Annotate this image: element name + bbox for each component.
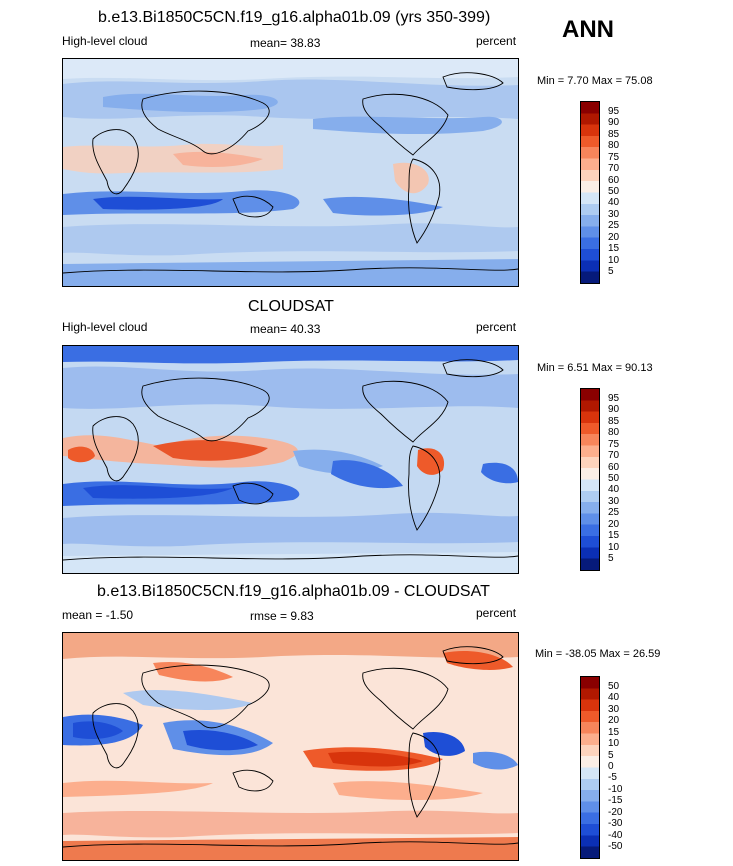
panel3-map — [62, 632, 519, 861]
panel2-colorbar — [580, 388, 600, 571]
panel3-legend-label: -50 — [608, 841, 623, 852]
panel1-title: b.e13.Bi1850C5CN.f19_g16.alpha01b.09 (yr… — [98, 9, 491, 26]
panel2-legend-label: 80 — [608, 427, 620, 438]
panel1-legend-label: 85 — [608, 129, 620, 140]
panel2-legend-label: 5 — [608, 553, 614, 564]
panel2-variable-label: High-level cloud — [62, 320, 148, 334]
panel2-arctic-band — [63, 346, 518, 364]
panel2-coastlines — [63, 359, 518, 561]
panel3-units-label: percent — [476, 606, 517, 620]
panel1-arctic-band — [63, 59, 518, 81]
panel1-legend-label: 25 — [608, 220, 620, 231]
panel2-legend-label: 30 — [608, 496, 620, 507]
panel3-legend-label: 10 — [608, 738, 620, 749]
panel3-legend: 50 40 30 20 15 10 5 0 -5 -10 -15 -20 -30… — [580, 676, 640, 859]
panel2-legend-label: 50 — [608, 473, 620, 484]
panel3-colorbar — [580, 676, 600, 859]
panel2-legend-label: 25 — [608, 507, 620, 518]
panel1-legend: 95 90 85 80 75 70 60 50 40 30 25 20 15 1… — [580, 101, 640, 284]
panel1-coastlines — [63, 72, 518, 274]
panel1-variable-label: High-level cloud — [62, 34, 148, 48]
panel3-legend-label: -10 — [608, 784, 623, 795]
panel3-arctic-band — [63, 633, 518, 659]
panel2-legend-label: 85 — [608, 416, 620, 427]
panel2-legend-label: 10 — [608, 542, 620, 553]
panel1-legend-label: 50 — [608, 186, 620, 197]
panel1-legend-label: 60 — [608, 175, 620, 186]
panel1-legend-label: 80 — [608, 140, 620, 151]
panel1-legend-label: 90 — [608, 117, 620, 128]
panel1-legend-label: 15 — [608, 243, 620, 254]
panel1-units-label: percent — [476, 34, 517, 48]
panel3-legend-label: 5 — [608, 750, 614, 761]
panel3-legend-label: -5 — [608, 772, 617, 783]
panel3-rmse-label: rmse = 9.83 — [250, 609, 314, 623]
panel2-legend-label: 75 — [608, 439, 620, 450]
panel2-legend: 95 90 85 80 75 70 60 50 40 30 25 20 15 1… — [580, 388, 640, 571]
panel1-legend-label: 20 — [608, 232, 620, 243]
panel1-legend-label: 10 — [608, 255, 620, 266]
panel1-colorbar — [580, 101, 600, 284]
panel1-mean-label: mean= 38.83 — [250, 36, 321, 50]
panel2-legend-label: 15 — [608, 530, 620, 541]
panel1-legend-label: 75 — [608, 152, 620, 163]
panel3-legend-label: -20 — [608, 807, 623, 818]
panel3-coastlines — [63, 646, 518, 848]
panel1-legend-label: 70 — [608, 163, 620, 174]
panel3-legend-label: -15 — [608, 795, 623, 806]
panel3-legend-label: -30 — [608, 818, 623, 829]
panel3-title: b.e13.Bi1850C5CN.f19_g16.alpha01b.09 - C… — [97, 583, 490, 600]
panel2-legend-label: 40 — [608, 484, 620, 495]
panel1-legend-label: 5 — [608, 266, 614, 277]
panel2-map — [62, 345, 519, 574]
panel3-mean-label: mean = -1.50 — [62, 608, 134, 622]
panel2-mean-label: mean= 40.33 — [250, 322, 321, 336]
panel2-legend-label: 60 — [608, 462, 620, 473]
panel2-title: CLOUDSAT — [248, 298, 334, 315]
panel2-minmax: Min = 6.51 Max = 90.13 — [537, 362, 653, 374]
panel3-legend-label: 0 — [608, 761, 614, 772]
panel1-legend-label: 30 — [608, 209, 620, 220]
panel3-legend-label: 15 — [608, 727, 620, 738]
panel2-units-label: percent — [476, 320, 517, 334]
panel1-legend-label: 95 — [608, 106, 620, 117]
panel1-minmax: Min = 7.70 Max = 75.08 — [537, 75, 653, 87]
panel2-legend-label: 20 — [608, 519, 620, 530]
panel3-legend-label: 40 — [608, 692, 620, 703]
panel3-minmax: Min = -38.05 Max = 26.59 — [535, 648, 661, 660]
season-label: ANN — [562, 16, 614, 43]
panel2-legend-label: 70 — [608, 450, 620, 461]
panel1-legend-label: 40 — [608, 197, 620, 208]
panel3-legend-label: 20 — [608, 715, 620, 726]
panel3-legend-label: -40 — [608, 830, 623, 841]
panel2-legend-label: 90 — [608, 404, 620, 415]
panel3-legend-label: 50 — [608, 681, 620, 692]
panel3-legend-label: 30 — [608, 704, 620, 715]
panel1-map — [62, 58, 519, 287]
panel2-legend-label: 95 — [608, 393, 620, 404]
